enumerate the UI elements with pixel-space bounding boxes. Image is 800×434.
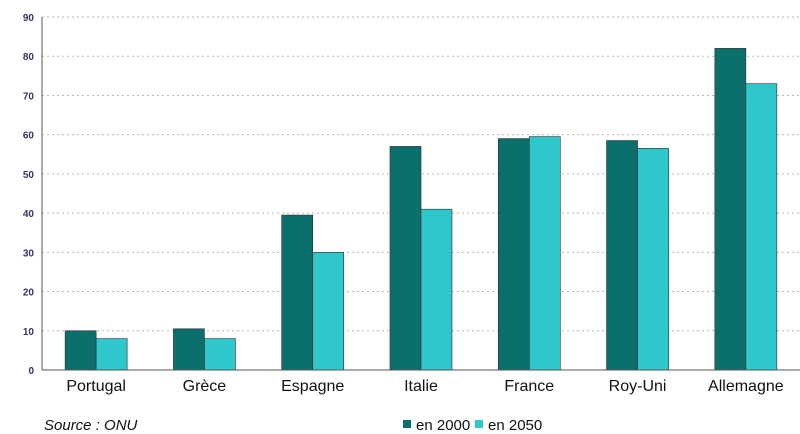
legend-swatch-2000 [403, 420, 411, 428]
bar [95, 338, 128, 371]
bar [281, 214, 314, 371]
x-tick-label: Roy-Uni [609, 378, 667, 395]
y-tick-labels: 0 10 20 30 40 50 60 70 80 90 [23, 13, 35, 377]
bar [420, 208, 453, 371]
bar [64, 330, 97, 371]
legend-label-2000: en 2000 [416, 417, 470, 434]
x-tick-labels: Portugal Grèce Espagne Italie France Roy-Uni A… [66, 378, 783, 395]
axes [41, 17, 800, 371]
y-tick-label: 40 [23, 209, 35, 220]
legend-label-2050: en 2050 [488, 417, 542, 434]
y-tick-label: 60 [23, 131, 35, 142]
y-tick-label: 20 [23, 288, 35, 299]
bar [204, 338, 236, 371]
bar [497, 138, 530, 371]
bar [173, 328, 205, 371]
y-tick-label: 0 [28, 366, 34, 377]
grid-lines [42, 16, 800, 332]
bars [64, 48, 778, 371]
legend: en 2000 en 2050 [403, 417, 542, 434]
source-note: Source : ONU [44, 417, 138, 434]
bar [714, 48, 747, 371]
bar [312, 252, 345, 371]
bar [528, 136, 561, 371]
x-tick-label: France [504, 378, 554, 395]
y-tick-label: 30 [23, 248, 35, 259]
y-tick-label: 70 [23, 91, 35, 102]
x-tick-label: Espagne [281, 378, 344, 395]
legend-swatch-2050 [475, 420, 483, 428]
bar [606, 140, 638, 371]
x-tick-label: Italie [404, 378, 438, 395]
y-tick-label: 10 [23, 327, 35, 338]
y-tick-label: 50 [23, 170, 35, 181]
bar [745, 83, 778, 371]
y-tick-label: 80 [23, 52, 35, 63]
x-tick-label: Portugal [66, 378, 126, 395]
y-tick-label: 90 [23, 13, 35, 24]
x-tick-label: Allemagne [708, 378, 784, 395]
x-tick-label: Grèce [183, 378, 227, 395]
bar [637, 148, 669, 371]
bar [389, 146, 422, 371]
